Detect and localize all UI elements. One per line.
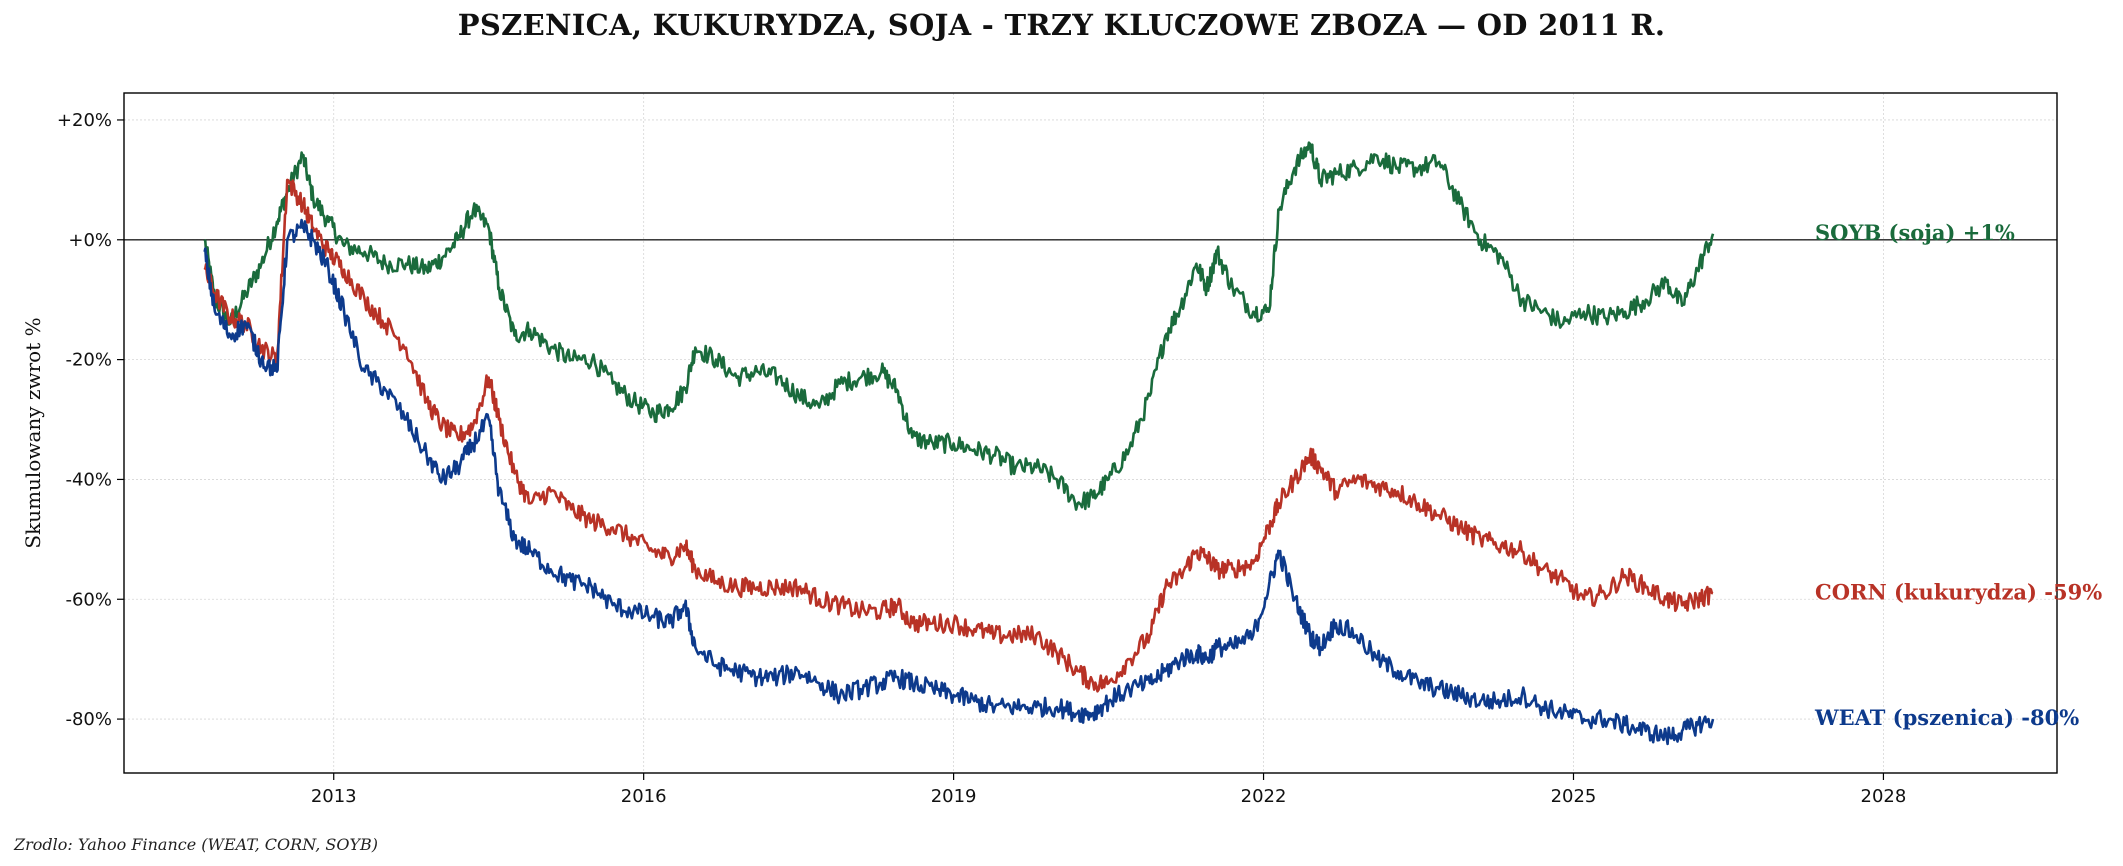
series-line-soyb <box>203 141 1715 511</box>
x-tick-label: 2013 <box>311 786 357 807</box>
y-axis-title: Skumulowany zwrot % <box>21 317 45 548</box>
series-line-weat <box>203 218 1715 746</box>
y-tick-label: +0% <box>68 230 112 251</box>
source-note: Zrodlo: Yahoo Finance (WEAT, CORN, SOYB) <box>14 835 378 854</box>
plot-frame <box>123 92 2058 774</box>
series-line-corn <box>203 178 1714 693</box>
y-tick-label: +20% <box>57 110 112 131</box>
series-lines <box>203 141 1715 746</box>
y-tick-label: -60% <box>65 589 112 610</box>
grid <box>124 93 2057 773</box>
x-tick-label: 2019 <box>931 786 977 807</box>
y-axis: +20% +0% -20% -40% -60% -80% <box>57 110 124 730</box>
x-axis: 2013 2016 2019 2022 2025 2028 <box>311 773 1907 807</box>
end-label-corn: CORN (kukurydza) -59% <box>1815 579 2102 604</box>
end-label-weat: WEAT (pszenica) -80% <box>1814 705 2079 730</box>
chart-title: PSZENICA, KUKURYDZA, SOJA - TRZY KLUCZOW… <box>457 8 1666 42</box>
end-label-soyb: SOYB (soja) +1% <box>1815 220 2015 245</box>
x-tick-label: 2025 <box>1551 786 1597 807</box>
x-tick-label: 2016 <box>621 786 667 807</box>
end-labels: SOYB (soja) +1% CORN (kukurydza) -59% WEAT… <box>1814 220 2102 730</box>
y-tick-label: -40% <box>65 469 112 490</box>
y-tick-label: -80% <box>65 709 112 730</box>
x-tick-label: 2028 <box>1861 786 1907 807</box>
x-tick-label: 2022 <box>1241 786 1287 807</box>
y-tick-label: -20% <box>65 350 112 371</box>
